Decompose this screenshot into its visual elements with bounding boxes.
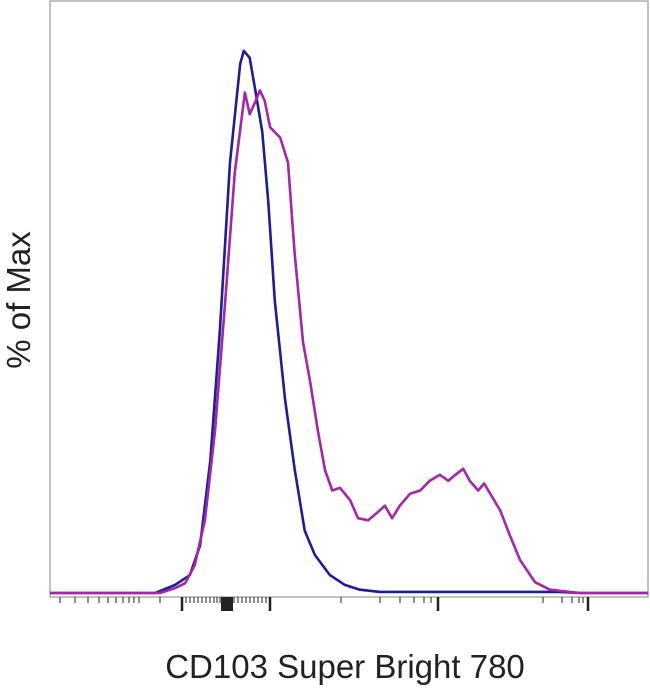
series-line (50, 49, 648, 595)
y-axis-label: % of Max (0, 231, 37, 369)
x-axis-label: CD103 Super Bright 780 (165, 648, 525, 685)
plot-frame (49, 0, 649, 598)
series-line (50, 89, 648, 595)
x-tick-cluster (221, 597, 233, 611)
